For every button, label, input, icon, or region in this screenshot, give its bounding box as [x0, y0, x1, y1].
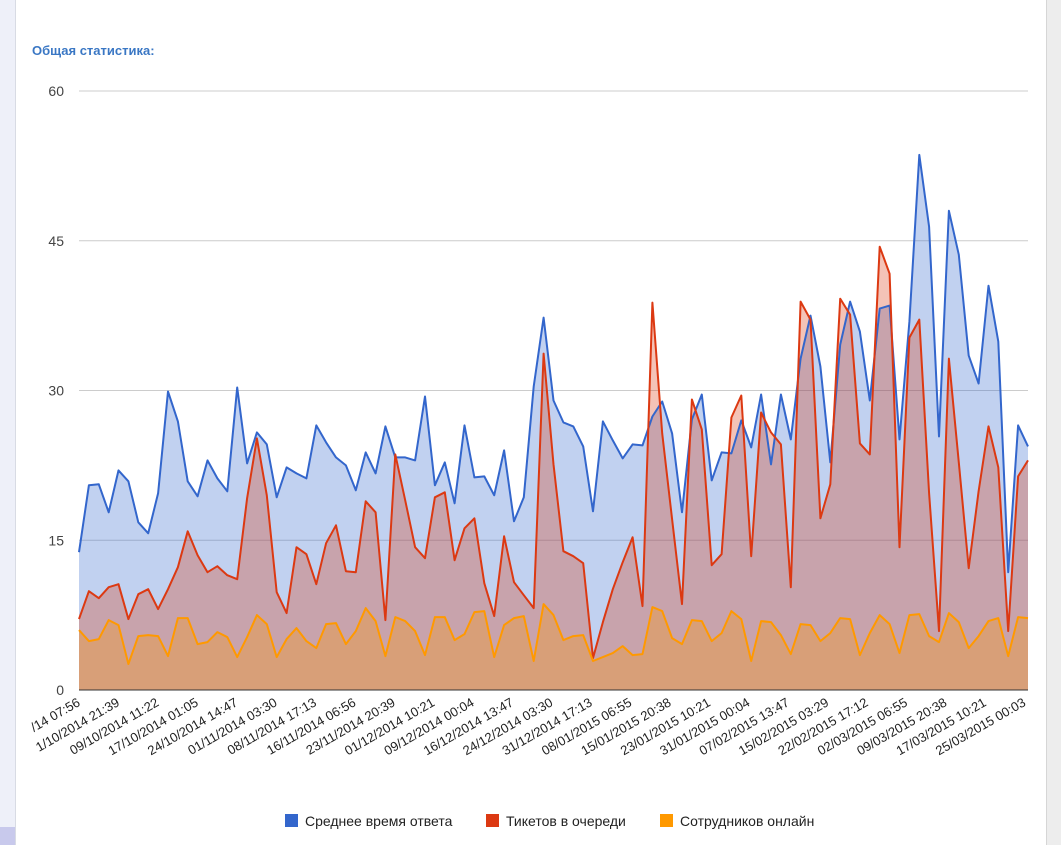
line-series-2 — [78, 603, 1029, 665]
line-series-0 — [78, 153, 1029, 574]
legend-item[interactable]: Сотрудников онлайн — [660, 813, 814, 829]
y-tick-label: 30 — [48, 383, 64, 399]
area-series-2 — [79, 604, 1028, 690]
legend-swatch-icon — [486, 814, 499, 827]
legend-label: Среднее время ответа — [305, 813, 453, 829]
left-sidebar-highlight — [0, 827, 15, 845]
legend-label: Тикетов в очереди — [506, 813, 626, 829]
legend-item[interactable]: Тикетов в очереди — [486, 813, 626, 829]
y-axis-ticks: 0 15 30 45 60 — [48, 83, 64, 698]
y-tick-label: 0 — [56, 682, 64, 698]
area-series-0 — [79, 154, 1028, 690]
panel-title: Общая статистика: — [32, 43, 155, 58]
series-lines — [78, 153, 1029, 665]
legend-label: Сотрудников онлайн — [680, 813, 814, 829]
series-areas — [79, 154, 1028, 690]
legend-swatch-icon — [660, 814, 673, 827]
left-sidebar-edge — [0, 0, 16, 845]
right-scrollbar-track[interactable] — [1046, 0, 1061, 845]
legend: Среднее время ответа Тикетов в очереди Сот… — [285, 813, 814, 829]
line-series-1 — [78, 245, 1029, 660]
legend-item[interactable]: Среднее время ответа — [285, 813, 453, 829]
y-tick-label: 15 — [48, 532, 64, 548]
y-tick-label: 45 — [48, 233, 64, 249]
legend-swatch-icon — [285, 814, 298, 827]
y-tick-label: 60 — [48, 83, 64, 99]
